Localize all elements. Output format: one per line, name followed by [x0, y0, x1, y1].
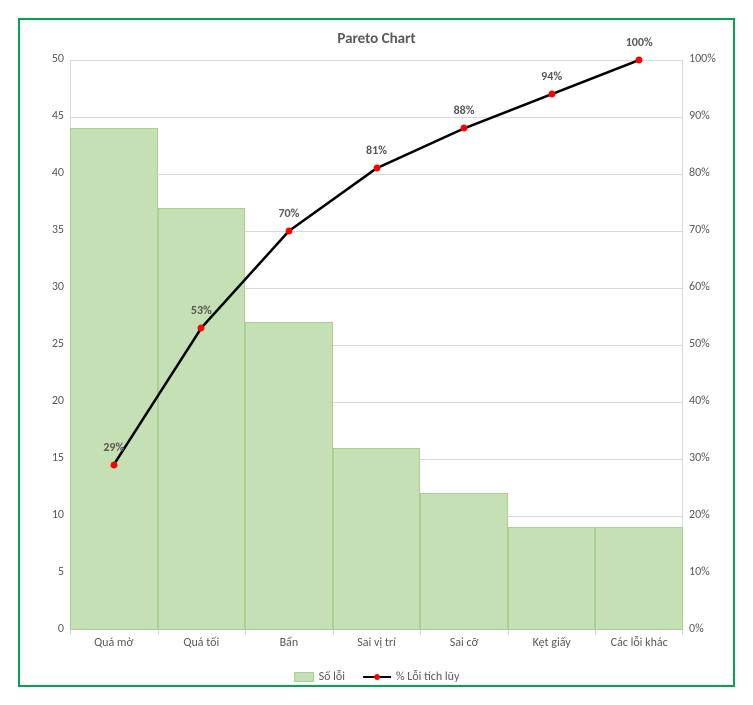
legend-label: % Lỗi tích lũy	[396, 670, 459, 684]
x-tickmark	[420, 630, 421, 635]
x-tickmark	[333, 630, 334, 635]
x-axis-label: Sai vị trí	[357, 636, 396, 650]
bar	[245, 322, 333, 630]
y-axis-tick: 50	[34, 52, 64, 66]
x-axis-label: Các lỗi khác	[611, 636, 668, 650]
line-marker	[461, 125, 468, 132]
y2-axis-tick: 10%	[689, 565, 710, 579]
y2-axis-tick: 100%	[689, 52, 716, 66]
legend-swatch-line	[363, 672, 391, 682]
bar	[333, 448, 421, 630]
line-marker	[636, 57, 643, 64]
x-tickmark	[595, 630, 596, 635]
bar	[158, 208, 246, 630]
y2-axis-tick: 80%	[689, 166, 710, 180]
y-axis-tick: 40	[34, 166, 64, 180]
y-axis-tick: 35	[34, 223, 64, 237]
line-data-label: 94%	[541, 70, 562, 84]
bar	[70, 128, 158, 630]
legend-item: % Lỗi tích lũy	[363, 670, 459, 684]
gridline	[70, 117, 683, 118]
line-data-label: 70%	[278, 207, 299, 221]
y2-axis-tick: 50%	[689, 337, 710, 351]
x-tickmark	[245, 630, 246, 635]
y2-axis-tick: 70%	[689, 223, 710, 237]
line-marker	[373, 165, 380, 172]
line-marker	[285, 228, 292, 235]
y2-axis-tick: 90%	[689, 109, 710, 123]
y2-axis-tick: 60%	[689, 280, 710, 294]
y-axis-tick: 45	[34, 109, 64, 123]
y-axis-tick: 15	[34, 451, 64, 465]
line-marker	[110, 461, 117, 468]
y2-axis-tick: 0%	[689, 622, 704, 636]
legend: Số lỗi % Lỗi tích lũy	[294, 670, 460, 684]
y-axis-tick: 25	[34, 337, 64, 351]
line-data-label: 100%	[626, 36, 653, 50]
y-axis-tick: 5	[34, 565, 64, 579]
x-axis-label: Quá mờ	[94, 636, 133, 650]
line-data-label: 29%	[103, 441, 124, 455]
x-tickmark	[158, 630, 159, 635]
legend-swatch-bar	[294, 672, 314, 682]
y2-axis-tick: 20%	[689, 508, 710, 522]
y2-axis-tick: 30%	[689, 451, 710, 465]
x-axis-label: Sai cỡ	[450, 636, 479, 650]
bar	[420, 493, 508, 630]
bar	[595, 527, 683, 630]
line-marker	[198, 324, 205, 331]
bar	[508, 527, 596, 630]
y-axis-tick: 30	[34, 280, 64, 294]
pareto-chart: Pareto Chart 29%53%70%81%88%94%100% 0510…	[0, 0, 753, 705]
gridline	[70, 174, 683, 175]
legend-label: Số lỗi	[319, 670, 345, 684]
x-tickmark	[508, 630, 509, 635]
y-axis-tick: 10	[34, 508, 64, 522]
x-axis-label: Quá tối	[183, 636, 219, 650]
gridline	[70, 60, 683, 61]
x-axis-label: Kẹt giấy	[533, 636, 571, 650]
line-data-label: 53%	[191, 304, 212, 318]
y-axis-tick: 0	[34, 622, 64, 636]
legend-item: Số lỗi	[294, 670, 345, 684]
y-axis-tick: 20	[34, 394, 64, 408]
x-tickmark	[70, 630, 71, 635]
x-tickmark	[682, 630, 683, 635]
line-data-label: 81%	[366, 144, 387, 158]
chart-title: Pareto Chart	[70, 30, 683, 48]
x-axis-label: Bẩn	[280, 636, 299, 650]
line-data-label: 88%	[454, 104, 475, 118]
line-marker	[548, 91, 555, 98]
y2-axis-tick: 40%	[689, 394, 710, 408]
plot-area: 29%53%70%81%88%94%100%	[70, 60, 683, 630]
